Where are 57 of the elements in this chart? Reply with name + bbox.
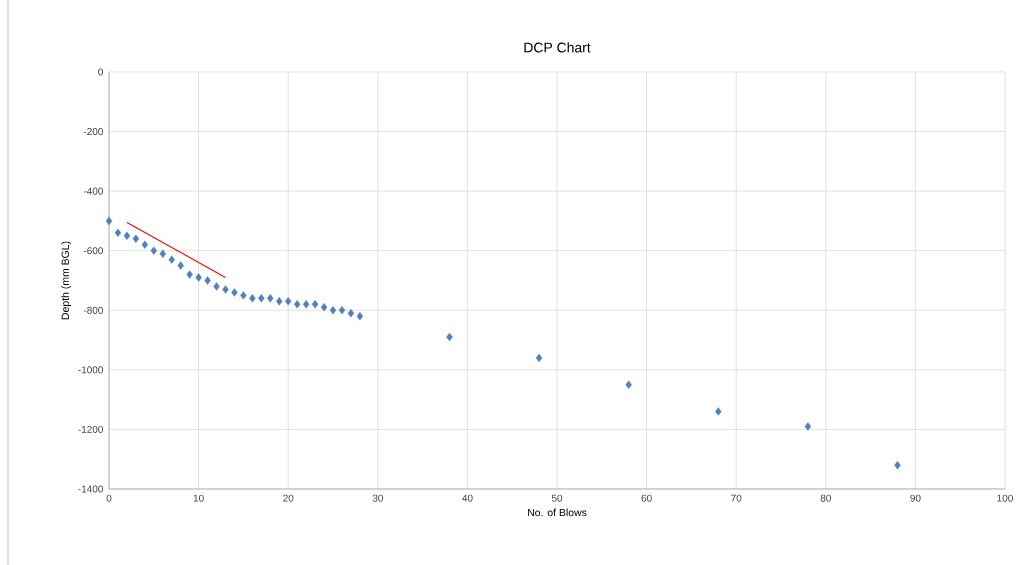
x-tick-label: 50	[551, 494, 563, 502]
point	[276, 297, 283, 306]
point	[338, 306, 346, 315]
point	[123, 231, 131, 240]
point	[105, 216, 113, 226]
x-tick-label: 20	[283, 494, 294, 502]
y-tick-label: -800	[83, 306, 103, 314]
point	[894, 460, 901, 470]
point	[213, 282, 220, 291]
x-tick-label: 80	[820, 494, 831, 502]
point	[249, 294, 256, 303]
x-tick-label: 0	[106, 494, 112, 502]
x-axis-title: No. of Blows	[528, 508, 587, 517]
y-tick-label: -400	[83, 187, 103, 195]
x-tick-label: 70	[731, 494, 742, 502]
x-tick-label: 30	[372, 494, 383, 502]
y-tick-label: -600	[83, 247, 103, 255]
y-tick-label: -200	[83, 128, 103, 136]
point	[446, 332, 453, 342]
chart-title: DCP Chart	[524, 42, 591, 53]
point	[186, 270, 193, 279]
point	[347, 309, 355, 318]
point	[177, 261, 184, 270]
x-tick-label: 60	[641, 494, 652, 502]
point	[168, 255, 175, 264]
y-tick-label: -1200	[78, 425, 103, 433]
point	[240, 291, 247, 300]
point	[715, 407, 722, 416]
x-tick-label: 100	[997, 494, 1013, 502]
y-tick-label: -1400	[78, 485, 103, 493]
point	[150, 246, 157, 255]
point	[535, 353, 543, 363]
y-tick-label: 0	[98, 68, 103, 76]
point	[267, 294, 274, 303]
point	[195, 273, 202, 282]
x-tick-label: 90	[910, 494, 921, 502]
point	[625, 380, 632, 389]
x-tick-label: 40	[462, 494, 473, 502]
point	[302, 300, 310, 309]
point	[293, 300, 301, 309]
point	[204, 276, 211, 285]
point	[285, 297, 292, 306]
y-tick-label: -1000	[78, 366, 103, 374]
point	[356, 312, 364, 321]
point	[132, 234, 140, 243]
y-axis-title: Depth (mm BGL)	[61, 241, 72, 320]
x-tick-label: 10	[193, 494, 204, 502]
point	[141, 240, 149, 249]
point	[114, 228, 122, 238]
point	[320, 303, 328, 312]
point	[311, 300, 319, 309]
point	[258, 294, 265, 303]
point	[804, 422, 812, 431]
point	[329, 306, 337, 315]
point	[231, 288, 238, 297]
point	[159, 249, 166, 258]
point	[222, 285, 229, 294]
